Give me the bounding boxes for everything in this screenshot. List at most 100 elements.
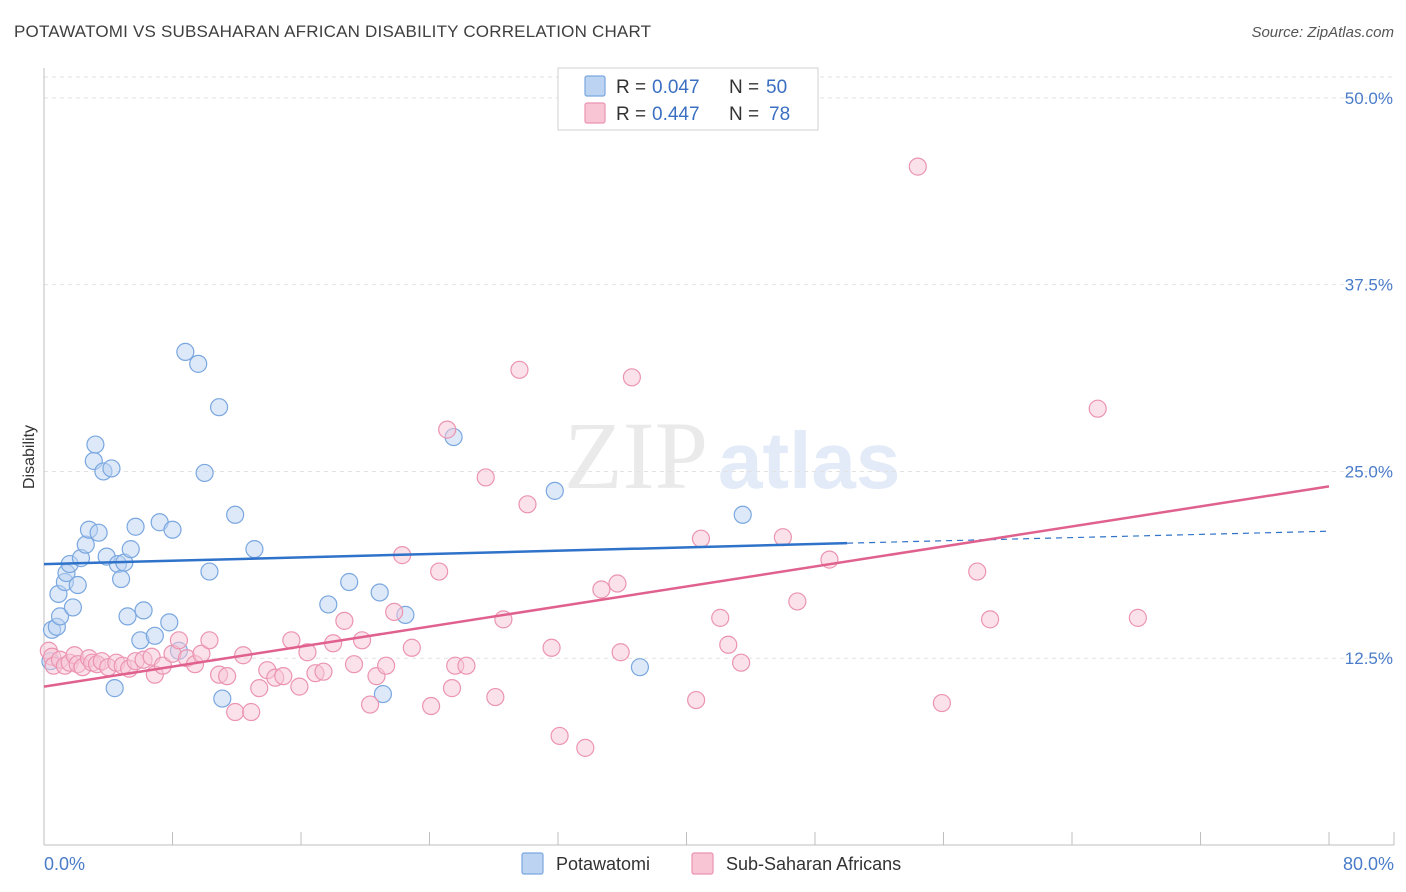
point-potawatomi <box>340 572 359 592</box>
point-potawatomi <box>102 459 121 478</box>
point-subsaharan <box>298 643 317 662</box>
point-subsaharan <box>608 574 627 593</box>
point-subsaharan <box>169 631 189 650</box>
point-subsaharan <box>442 679 462 698</box>
point-subsaharan <box>242 702 261 722</box>
point-subsaharan <box>1128 608 1147 627</box>
point-potawatomi <box>126 517 145 536</box>
point-subsaharan <box>430 562 449 581</box>
point-subsaharan <box>518 495 537 514</box>
point-potawatomi <box>50 607 70 626</box>
point-subsaharan <box>711 608 730 627</box>
point-potawatomi <box>76 535 95 554</box>
trend-line-potawatomi-extension <box>847 530 1330 544</box>
chart-source: Source: ZipAtlas.com <box>1251 24 1394 41</box>
point-subsaharan <box>592 580 611 599</box>
point-subsaharan <box>611 643 630 662</box>
watermark-zip: ZIP <box>564 402 708 509</box>
point-potawatomi <box>319 595 338 614</box>
trend-line-subsaharan <box>43 485 1330 688</box>
chart-title: POTAWATOMI VS SUBSAHARAN AFRICAN DISABIL… <box>14 22 652 41</box>
x-ticks <box>43 832 1395 845</box>
legend-n-label-subsaharan: N = <box>729 104 759 125</box>
point-potawatomi <box>163 520 182 539</box>
point-subsaharan <box>719 635 738 654</box>
point-potawatomi <box>111 569 131 589</box>
watermark-atlas: atlas <box>718 416 900 505</box>
y-tick-label: 37.5% <box>1345 276 1393 295</box>
point-subsaharan <box>226 702 245 722</box>
series-legend-label-subsaharan: Sub-Saharan Africans <box>726 854 901 874</box>
gridlines <box>44 76 1394 659</box>
point-potawatomi <box>213 689 232 708</box>
point-potawatomi <box>200 562 219 581</box>
point-potawatomi <box>86 435 105 454</box>
legend-swatch-subsaharan <box>584 102 606 124</box>
point-potawatomi <box>89 523 108 542</box>
y-axis-label: Disability <box>21 425 38 489</box>
series-legend-swatch-potawatomi <box>521 852 544 875</box>
point-subsaharan <box>385 602 404 622</box>
point-subsaharan <box>402 638 421 657</box>
legend-box: R = 0.047 N = 50 R = 0.447 N = 78 <box>557 67 819 131</box>
point-potawatomi <box>68 575 87 595</box>
point-potawatomi <box>121 540 140 559</box>
point-potawatomi <box>176 342 195 362</box>
point-subsaharan <box>335 611 354 630</box>
y-tick-labels: 12.5% 25.0% 37.5% 50.0% <box>1345 89 1393 668</box>
legend-n-label-potawatomi: N = <box>729 77 759 98</box>
point-potawatomi <box>189 354 208 373</box>
point-potawatomi <box>245 540 264 559</box>
legend-n-value-subsaharan: 78 <box>769 104 790 125</box>
point-subsaharan <box>980 610 1000 629</box>
trend-line-potawatomi <box>43 541 848 566</box>
point-potawatomi <box>226 505 245 524</box>
point-potawatomi <box>209 398 229 417</box>
point-subsaharan <box>622 368 641 387</box>
series-legend-swatch-subsaharan <box>691 852 714 875</box>
point-potawatomi <box>63 598 83 617</box>
x-tick-label-min: 0.0% <box>44 854 85 874</box>
point-subsaharan <box>691 529 711 548</box>
point-subsaharan <box>344 655 364 674</box>
y-tick-label: 12.5% <box>1345 649 1393 668</box>
point-potawatomi <box>373 684 393 704</box>
axes <box>43 68 1394 846</box>
point-subsaharan <box>576 738 595 757</box>
point-subsaharan <box>250 679 269 698</box>
point-subsaharan <box>200 631 219 650</box>
point-subsaharan <box>773 528 792 547</box>
point-subsaharan <box>932 693 951 713</box>
legend-swatch-potawatomi <box>584 75 606 97</box>
point-subsaharan <box>968 562 987 581</box>
point-subsaharan <box>422 696 441 716</box>
point-potawatomi <box>630 658 650 677</box>
point-potawatomi <box>134 601 153 620</box>
legend-n-value-potawatomi: 50 <box>766 77 787 98</box>
point-potawatomi <box>195 463 214 483</box>
point-potawatomi <box>160 613 179 632</box>
x-tick-label-max: 80.0% <box>1343 854 1394 874</box>
point-potawatomi <box>545 481 564 500</box>
point-subsaharan <box>542 638 561 657</box>
trend-lines <box>43 485 1330 688</box>
point-subsaharan <box>314 662 333 681</box>
point-subsaharan <box>352 631 372 650</box>
point-potawatomi <box>733 505 752 524</box>
point-subsaharan <box>274 667 293 686</box>
point-subsaharan <box>377 656 396 675</box>
point-subsaharan <box>476 468 495 487</box>
point-subsaharan <box>687 690 706 710</box>
point-potawatomi <box>370 583 389 602</box>
y-tick-label: 25.0% <box>1345 462 1393 481</box>
point-subsaharan <box>550 726 569 746</box>
y-tick-label: 50.0% <box>1345 89 1393 108</box>
point-subsaharan <box>218 667 237 686</box>
legend-r-label-potawatomi: R = <box>616 77 646 98</box>
point-subsaharan <box>438 420 457 439</box>
point-subsaharan <box>908 157 927 176</box>
point-potawatomi <box>118 607 137 626</box>
point-subsaharan <box>360 695 380 714</box>
point-subsaharan <box>732 653 751 672</box>
